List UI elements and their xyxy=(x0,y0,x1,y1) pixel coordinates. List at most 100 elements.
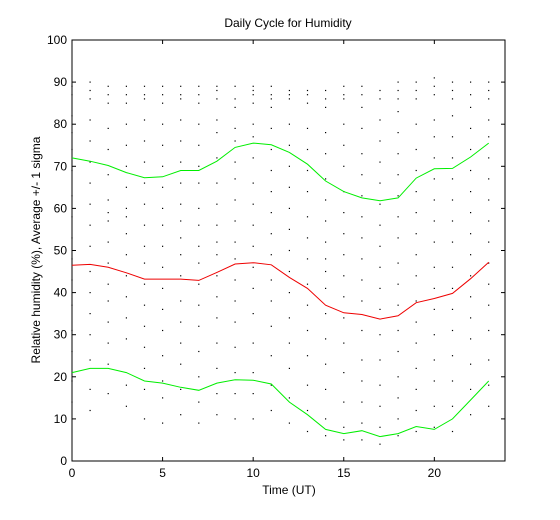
scatter-point-258 xyxy=(325,363,327,365)
scatter-point-80 xyxy=(143,325,146,327)
scatter-point-20 xyxy=(89,140,91,142)
scatter-point-223 xyxy=(288,342,290,344)
scatter-point-237 xyxy=(306,283,309,285)
scatter-point-417 xyxy=(488,283,490,285)
scatter-point-402 xyxy=(470,338,472,340)
scatter-point-225 xyxy=(288,397,290,399)
scatter-point-305 xyxy=(379,224,381,226)
scatter-point-357 xyxy=(433,136,435,138)
scatter-point-238 xyxy=(306,304,309,306)
scatter-point-203 xyxy=(270,254,272,256)
y-tick-label-100: 100 xyxy=(47,33,67,47)
scatter-point-102 xyxy=(162,422,164,424)
scatter-point-214 xyxy=(288,144,290,146)
scatter-point-280 xyxy=(361,85,363,87)
scatter-point-167 xyxy=(234,258,236,260)
scatter-point-206 xyxy=(270,325,272,327)
scatter-point-362 xyxy=(433,241,435,243)
scatter-point-230 xyxy=(306,127,309,129)
scatter-point-68 xyxy=(143,94,146,96)
scatter-point-6 xyxy=(71,195,73,197)
scatter-point-171 xyxy=(234,346,236,348)
scatter-point-152 xyxy=(216,317,218,319)
scatter-point-139 xyxy=(216,85,218,87)
scatter-point-66 xyxy=(125,405,127,407)
scatter-point-126 xyxy=(198,165,200,167)
scatter-point-244 xyxy=(325,89,327,92)
scatter-point-78 xyxy=(143,283,146,285)
plot-area xyxy=(71,39,506,462)
scatter-point-380 xyxy=(451,241,454,243)
scatter-point-110 xyxy=(180,203,182,205)
scatter-point-178 xyxy=(252,102,254,104)
scatter-point-347 xyxy=(415,321,417,323)
scatter-point-408 xyxy=(488,98,490,100)
scatter-point-389 xyxy=(470,81,472,83)
scatter-point-160 xyxy=(234,127,236,129)
scatter-point-122 xyxy=(198,94,200,96)
y-tick-label-0: 0 xyxy=(60,454,67,468)
scatter-point-296 xyxy=(361,422,363,424)
scatter-point-365 xyxy=(433,308,435,310)
scatter-point-54 xyxy=(125,144,127,146)
scatter-point-293 xyxy=(361,359,363,361)
scatter-point-168 xyxy=(234,279,236,281)
scatter-point-318 xyxy=(397,98,399,100)
scatter-point-328 xyxy=(397,304,399,306)
scatter-point-315 xyxy=(379,443,381,445)
scatter-points xyxy=(71,77,490,445)
scatter-point-158 xyxy=(234,98,236,100)
scatter-point-387 xyxy=(451,405,454,407)
scatter-point-295 xyxy=(361,401,363,403)
scatter-point-162 xyxy=(234,161,236,163)
scatter-point-388 xyxy=(451,430,454,433)
scatter-point-355 xyxy=(433,94,435,96)
scatter-point-33 xyxy=(107,85,109,87)
y-tick-label-80: 80 xyxy=(54,117,68,131)
scatter-point-278 xyxy=(343,426,345,428)
scatter-point-384 xyxy=(451,329,454,332)
scatter-point-159 xyxy=(234,106,236,108)
scatter-point-114 xyxy=(180,275,182,277)
scatter-point-85 xyxy=(162,85,164,87)
scatter-point-64 xyxy=(125,338,127,340)
scatter-point-249 xyxy=(325,178,327,180)
x-tick-label-0: 0 xyxy=(69,466,76,480)
scatter-point-148 xyxy=(216,241,218,243)
scatter-point-396 xyxy=(470,212,472,214)
scatter-point-325 xyxy=(397,237,399,239)
scatter-point-163 xyxy=(234,178,236,180)
scatter-point-82 xyxy=(143,367,146,369)
scatter-point-234 xyxy=(306,216,309,218)
scatter-point-376 xyxy=(451,157,454,159)
scatter-point-358 xyxy=(433,157,435,159)
scatter-point-321 xyxy=(397,153,399,155)
scatter-point-337 xyxy=(415,98,417,100)
scatter-point-374 xyxy=(451,115,454,117)
scatter-point-109 xyxy=(180,182,182,184)
scatter-point-352 xyxy=(415,430,417,433)
scatter-point-397 xyxy=(470,233,472,235)
scatter-point-15 xyxy=(71,401,73,403)
scatter-point-378 xyxy=(451,199,454,201)
series-line-0 xyxy=(71,142,490,202)
y-tick-label-10: 10 xyxy=(54,412,68,426)
scatter-point-199 xyxy=(270,169,272,172)
scatter-point-371 xyxy=(451,81,454,83)
scatter-point-145 xyxy=(216,182,218,184)
scatter-point-161 xyxy=(234,140,236,142)
scatter-point-10 xyxy=(71,279,73,281)
scatter-point-157 xyxy=(234,85,236,87)
scatter-point-406 xyxy=(488,81,490,83)
scatter-point-246 xyxy=(325,106,327,108)
scatter-point-103 xyxy=(180,85,182,87)
scatter-point-332 xyxy=(397,397,399,399)
scatter-point-241 xyxy=(306,384,309,386)
scatter-point-254 xyxy=(325,270,327,273)
scatter-point-144 xyxy=(216,157,218,159)
scatter-point-335 xyxy=(415,81,417,83)
scatter-point-330 xyxy=(397,350,399,353)
scatter-point-298 xyxy=(379,89,381,92)
scatter-point-125 xyxy=(198,144,200,146)
scatter-point-187 xyxy=(252,287,254,289)
